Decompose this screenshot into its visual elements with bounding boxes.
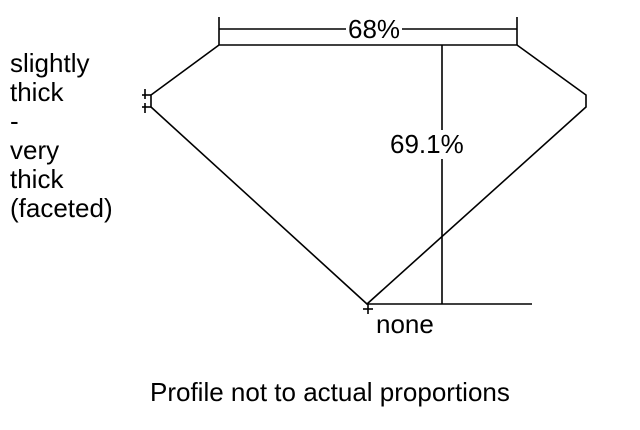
proportions-note: Profile not to actual proportions: [150, 377, 510, 407]
culet-label: none: [376, 309, 434, 339]
girdle-markers: [142, 89, 151, 113]
culet-marker: [363, 304, 373, 314]
girdle-label-line: slightly: [10, 48, 90, 78]
table-percent-label: 68%: [346, 14, 403, 44]
girdle-label-line: very: [10, 135, 60, 165]
gem-outline: [150, 44, 587, 306]
girdle-label-line: (faceted): [10, 193, 113, 223]
girdle-thickness-label: slightly thick - very thick (faceted): [10, 49, 113, 223]
girdle-label-line: thick: [10, 164, 64, 194]
girdle-label-line: thick: [10, 77, 64, 107]
girdle-label-line: -: [10, 106, 19, 136]
total-depth-label: 69.1%: [388, 129, 466, 159]
